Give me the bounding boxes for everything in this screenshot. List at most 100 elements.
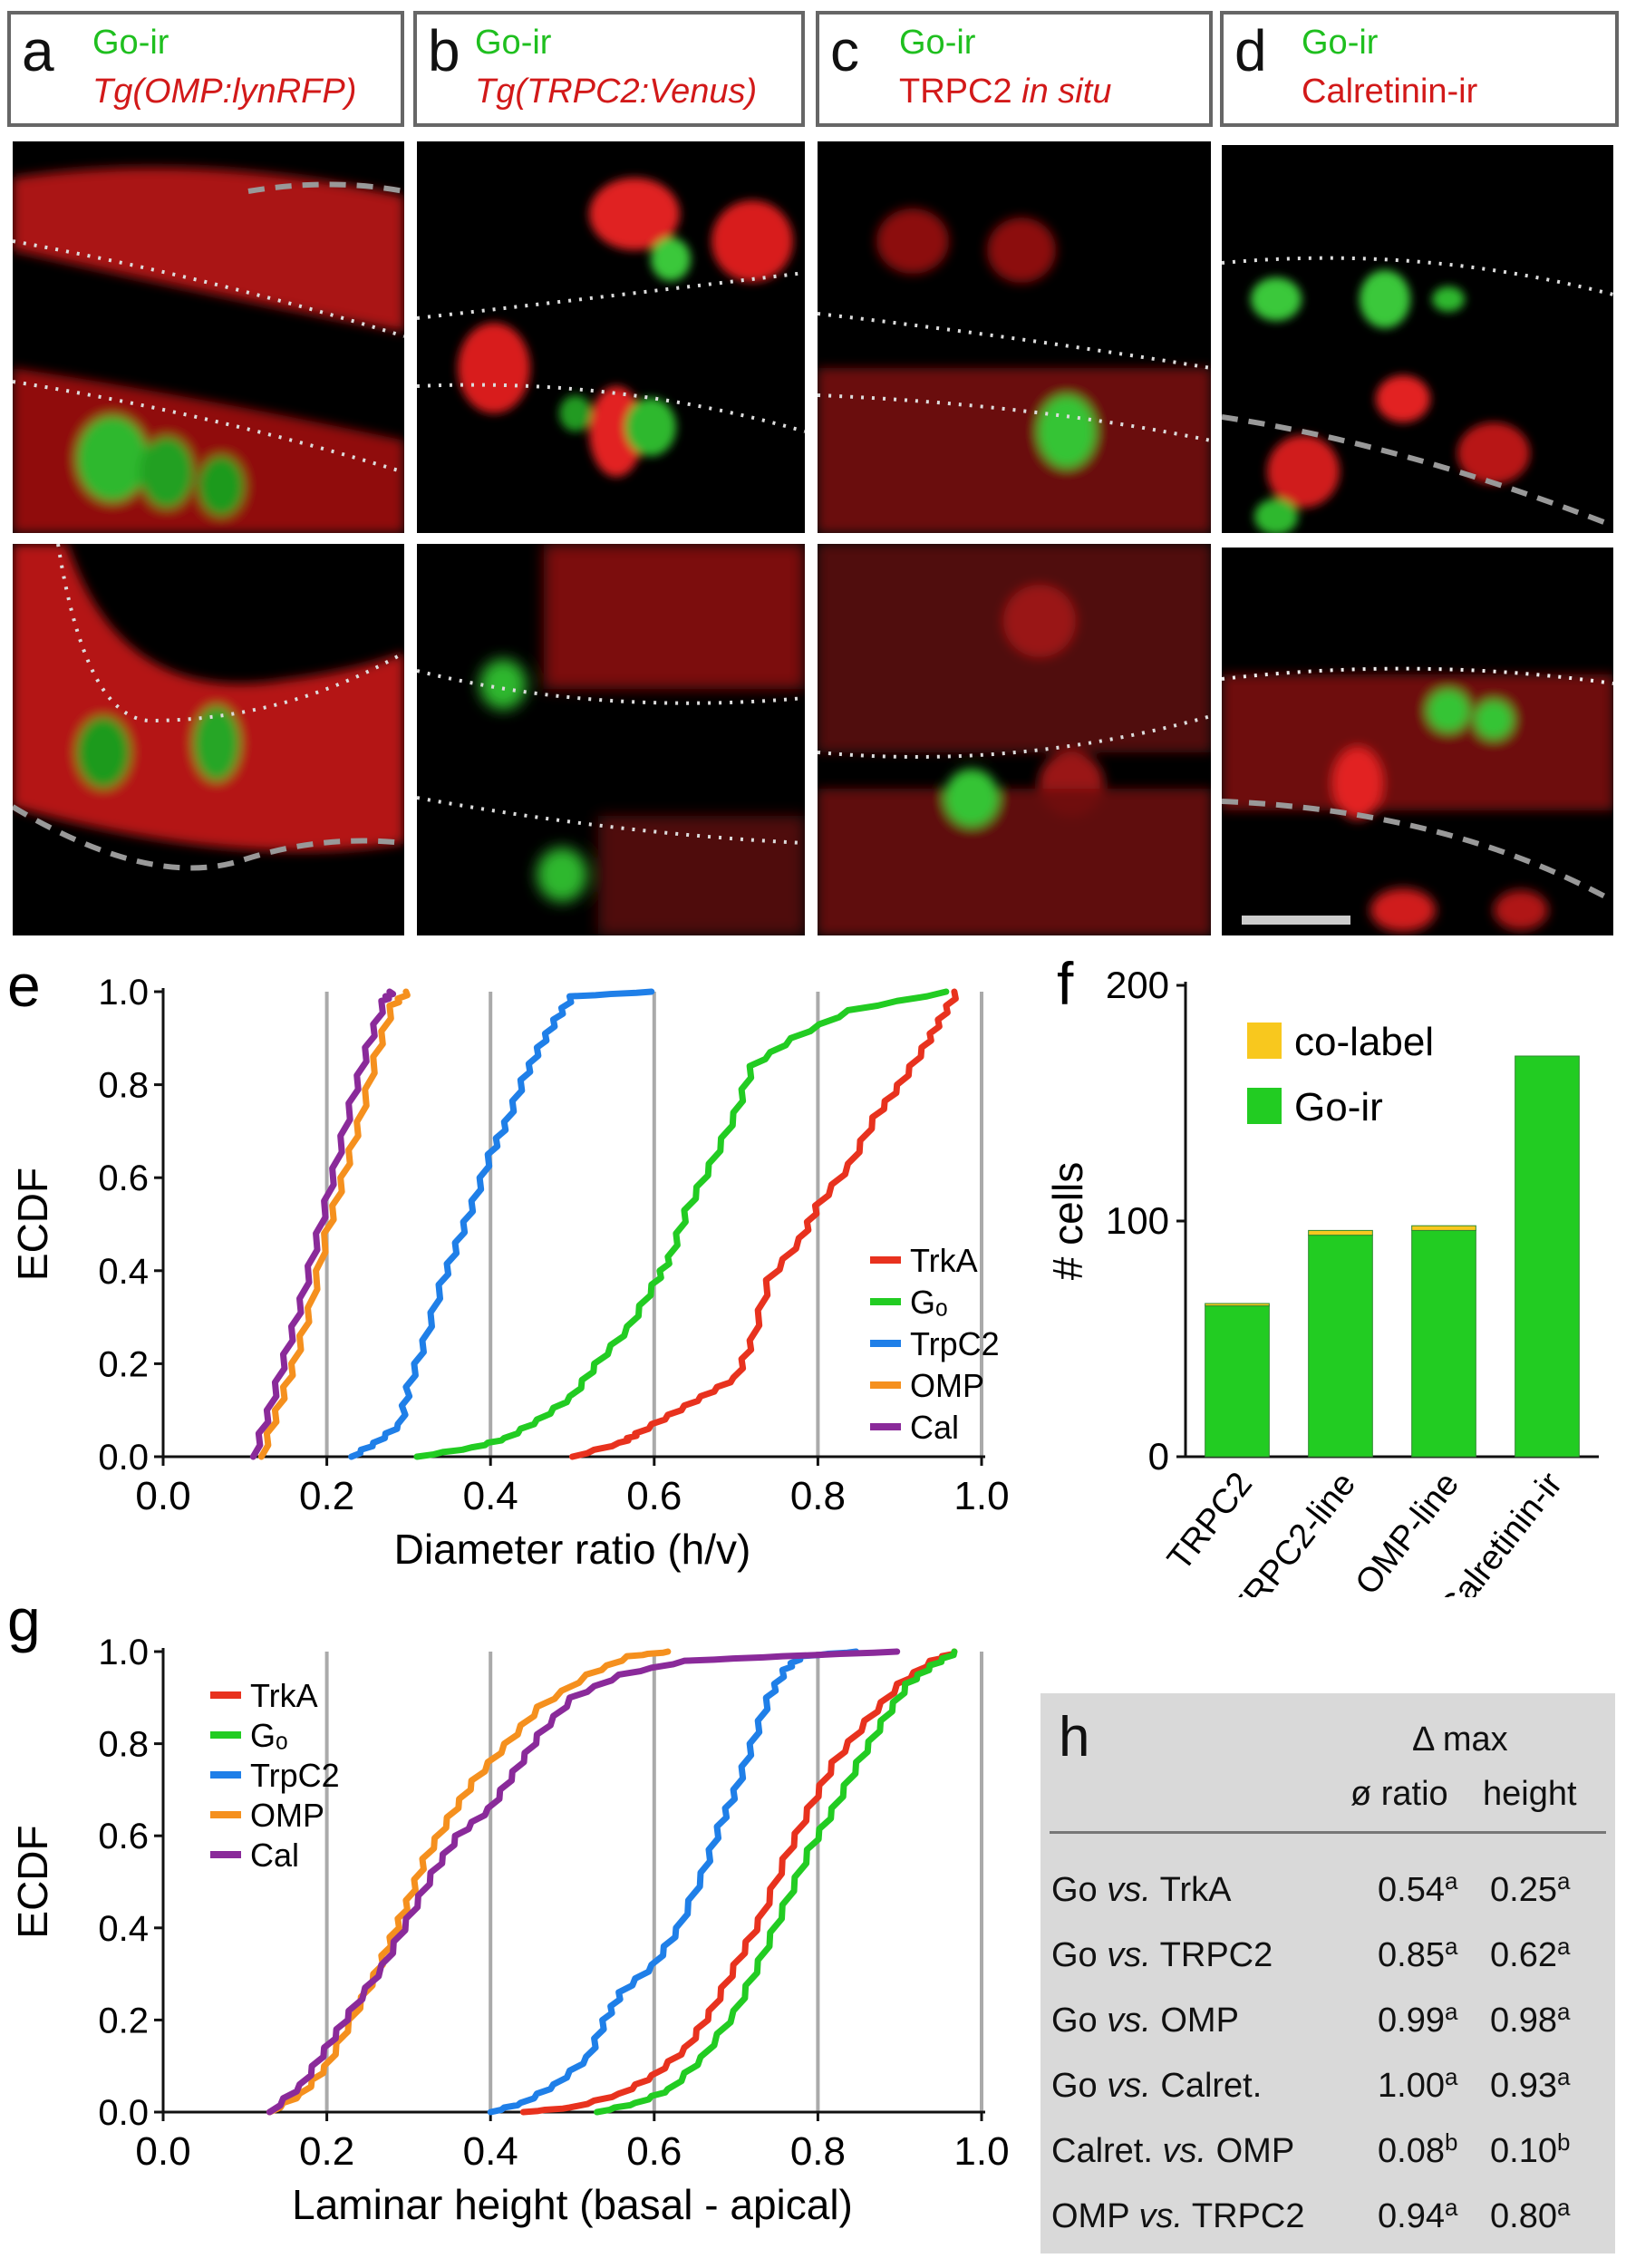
x-tick-label-0: TRPC2: [1160, 1466, 1260, 1578]
legend-swatch-co-label: [1247, 1023, 1282, 1059]
y-tick-label-2: 200: [1106, 964, 1169, 1006]
comparison-label: Go vs. OMP: [1051, 2001, 1239, 2040]
y-tick-label-1: 0.2: [98, 1344, 149, 1384]
header-a-line2: Tg(OMP:lynRFP): [92, 74, 356, 109]
series-line-omp: [257, 988, 411, 1460]
series-line-trka: [569, 988, 959, 1460]
y-axis-title: ECDF: [9, 1825, 56, 1938]
legend-label-trpc2: TrpC2: [910, 1325, 1000, 1362]
header-a-line1: Go-ir: [92, 24, 169, 62]
x-tick-label-4: 0.8: [790, 1474, 846, 1518]
y-tick-label-5: 1.0: [98, 1633, 149, 1672]
header-d-line1: Go-ir: [1302, 24, 1379, 62]
y-axis-title: ECDF: [9, 1168, 56, 1281]
ratio-value: 0.99a: [1378, 1998, 1458, 2040]
x-tick-label-0: 0.0: [135, 2129, 190, 2174]
height-value: 0.25a: [1490, 1867, 1571, 1909]
header-c-line2-italic: in situ: [1021, 73, 1112, 111]
col-header-ratio: ø ratio: [1350, 1775, 1448, 1813]
panel-letter-d: d: [1234, 18, 1267, 83]
legend-label-omp: OMP: [910, 1367, 984, 1404]
y-tick-label-0: 0.0: [98, 1438, 149, 1478]
micrograph-a-top: [13, 141, 404, 533]
comparison-label: Go vs. TRPC2: [1051, 1936, 1273, 1974]
height-value: 0.62a: [1490, 1933, 1571, 1974]
y-tick-label-1: 0.2: [98, 2001, 149, 2040]
y-tick-label-3: 0.6: [98, 1817, 149, 1856]
x-tick-label-1: 0.2: [299, 2129, 354, 2174]
x-axis-title: Diameter ratio (h/v): [394, 1526, 751, 1573]
panel-letter-h: h: [1059, 1706, 1090, 1769]
bar-go-ir-calretinin-ir: [1515, 1055, 1580, 1458]
series-line-go: [413, 988, 950, 1460]
series-line-trpc2: [487, 1648, 860, 2116]
series-line-go: [594, 1648, 958, 2116]
height-value: 0.98a: [1490, 1998, 1571, 2040]
ratio-value: 0.85a: [1378, 1933, 1458, 1974]
ratio-value: 0.54a: [1378, 1867, 1458, 1909]
y-axis-title: # cells: [1044, 1162, 1091, 1280]
x-axis-title: Laminar height (basal - apical): [292, 2181, 853, 2228]
legend-label-cal: Cal: [910, 1409, 959, 1446]
bar-go-ir-trpc2-line: [1308, 1235, 1373, 1458]
chart-g: g 0.0 0.2 0.4 0.6 0.8 1.0 0.0 0.2 0.4 0.6 0.8 1.0 Lam…: [7, 1586, 1010, 2228]
delta-max-header: Δ max: [1412, 1720, 1508, 1759]
y-tick-label-2: 0.4: [98, 1252, 149, 1292]
series-line-cal: [266, 1648, 901, 2116]
header-b: b Go-ir Tg(TRPC2:Venus): [413, 11, 805, 127]
panel-letter-b: b: [428, 18, 460, 83]
legend-label-trpc2: TrpC2: [250, 1757, 340, 1794]
legend-label-co-label: co-label: [1294, 1020, 1434, 1064]
x-tick-label-1: 0.2: [299, 1474, 354, 1518]
series-line-omp: [266, 1648, 672, 2116]
x-tick-label-5: 1.0: [953, 1474, 1009, 1518]
x-tick-label-3: 0.6: [626, 2129, 682, 2174]
legend-label-go-ir: Go-ir: [1294, 1085, 1383, 1129]
height-value: 0.93a: [1490, 2063, 1571, 2105]
x-tick-label-3: 0.6: [626, 1474, 682, 1518]
legend-label-trka: TrkA: [250, 1677, 318, 1714]
header-c-line1: Go-ir: [899, 24, 976, 62]
x-tick-label-2: 0.4: [463, 2129, 518, 2174]
header-b-line2: Tg(TRPC2:Venus): [475, 74, 757, 109]
y-tick-label-4: 0.8: [98, 1066, 149, 1106]
panel-letter-c: c: [830, 18, 859, 83]
ratio-value: 0.08b: [1378, 2128, 1458, 2170]
table-rule: [1050, 1831, 1606, 1834]
stats-table: h Δ max ø ratio height Go vs. TrkA 0.54a 0…: [1040, 1693, 1615, 2253]
legend-label-go: Gₒ: [250, 1717, 288, 1754]
table-row: Go vs. OMP 0.99a 0.98a: [1040, 1985, 1615, 2050]
header-c: c Go-ir TRPC2 in situ: [816, 11, 1213, 127]
table-row: Go vs. TrkA 0.54a 0.25a: [1040, 1855, 1615, 1920]
legend-label-trka: TrkA: [910, 1242, 978, 1279]
panel-letter-f: f: [1057, 950, 1074, 1017]
legend-label-cal: Cal: [250, 1837, 299, 1874]
y-tick-label-2: 0.4: [98, 1909, 149, 1949]
legend-swatch-go-ir: [1247, 1088, 1282, 1124]
height-value: 0.80a: [1490, 2194, 1571, 2235]
legend-label-omp: OMP: [250, 1797, 324, 1834]
bar-co-label-trpc2: [1205, 1303, 1270, 1307]
micrograph-c-bottom: [818, 544, 1211, 935]
comparison-label: OMP vs. TRPC2: [1051, 2197, 1305, 2235]
bar-co-label-omp-line: [1411, 1225, 1476, 1231]
x-tick-label-4: 0.8: [790, 2129, 846, 2174]
col-header-height: height: [1483, 1775, 1577, 1813]
bar-go-ir-trpc2: [1205, 1305, 1270, 1458]
header-a-line2-italic: Tg(OMP:lynRFP): [92, 73, 357, 111]
micrograph-d-bottom: [1222, 548, 1613, 935]
scale-bar: [1242, 916, 1350, 925]
chart-e: e 0.0 0.2 0.4 0.6 0.8 1.0 0.0 0.2 0.4 0.6 0.8 1.0 Dia…: [7, 952, 1010, 1573]
header-c-line2-plain: TRPC2: [899, 73, 1022, 111]
bar-go-ir-omp-line: [1411, 1229, 1476, 1458]
micrograph-c-top: [818, 141, 1211, 533]
comparison-label: Go vs. TrkA: [1051, 1871, 1232, 1909]
panel-letter-a: a: [22, 18, 54, 83]
comparison-label: Calret. vs. OMP: [1051, 2132, 1295, 2170]
series-line-trpc2: [348, 988, 655, 1460]
table-row: Calret. vs. OMP 0.08b 0.10b: [1040, 2116, 1615, 2181]
y-tick-label-5: 1.0: [98, 973, 149, 1013]
header-d-line2: Calretinin-ir: [1302, 73, 1478, 111]
